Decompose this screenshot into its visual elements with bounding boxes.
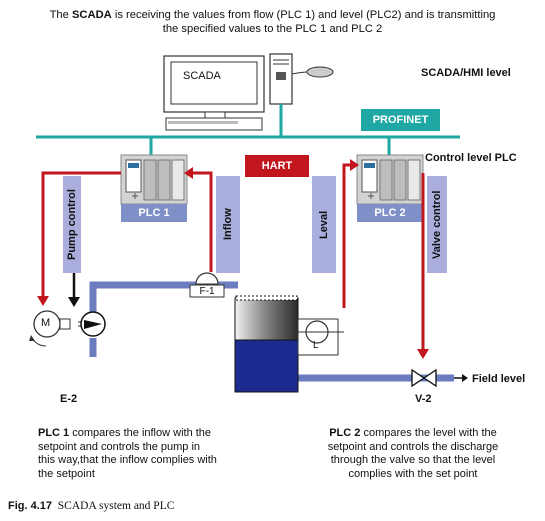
hart-signal-lines — [41, 163, 425, 350]
scada-hmi-level-label: SCADA/HMI level — [421, 67, 511, 79]
profinet-label: PROFINET — [372, 114, 429, 126]
plc1-label: PLC 1 — [138, 207, 170, 219]
hart-badge — [245, 155, 309, 177]
field-level-label: Field level — [472, 373, 526, 385]
valve-control-bar — [427, 176, 447, 273]
tank — [234, 295, 299, 393]
plc2-label: PLC 2 — [374, 207, 406, 219]
pump-id-label: E-2 — [60, 393, 78, 405]
pump-icon — [80, 311, 106, 337]
valve-icon — [411, 368, 437, 388]
inflow-bar — [216, 176, 240, 273]
level-bar — [312, 176, 336, 273]
control-level-label: Control level PLC — [425, 152, 517, 164]
figure-caption: Fig. 4.17 SCADA system and PLC — [8, 500, 175, 512]
profinet-badge — [361, 109, 440, 131]
plc2-description: PLC 2 compares the level with the setpoi… — [327, 427, 499, 480]
scada-screen-label: SCADA — [183, 70, 221, 82]
valve-control-label: Valve control — [431, 190, 443, 259]
pump-control-label: Pump control — [66, 189, 78, 260]
level-sensor-icon — [297, 318, 344, 356]
level-label: Leval — [318, 210, 330, 239]
level-sensor-label: L — [313, 340, 319, 351]
scada-computer-icon — [163, 53, 334, 131]
flow-sensor-label: F-1 — [199, 286, 215, 297]
plc1-module — [120, 154, 188, 222]
plc1-description: PLC 1 compares the inflow with the setpo… — [38, 427, 217, 480]
plc2-module — [356, 154, 424, 222]
inflow-label: Inflow — [222, 208, 234, 241]
valve-id-label: V-2 — [415, 393, 432, 405]
hart-label: HART — [261, 160, 293, 172]
pump-control-bar — [63, 176, 81, 273]
flow-sensor-icon — [189, 272, 225, 298]
intro-text: The SCADA is receiving the values from f… — [49, 9, 496, 35]
motor-label: M — [41, 317, 51, 329]
